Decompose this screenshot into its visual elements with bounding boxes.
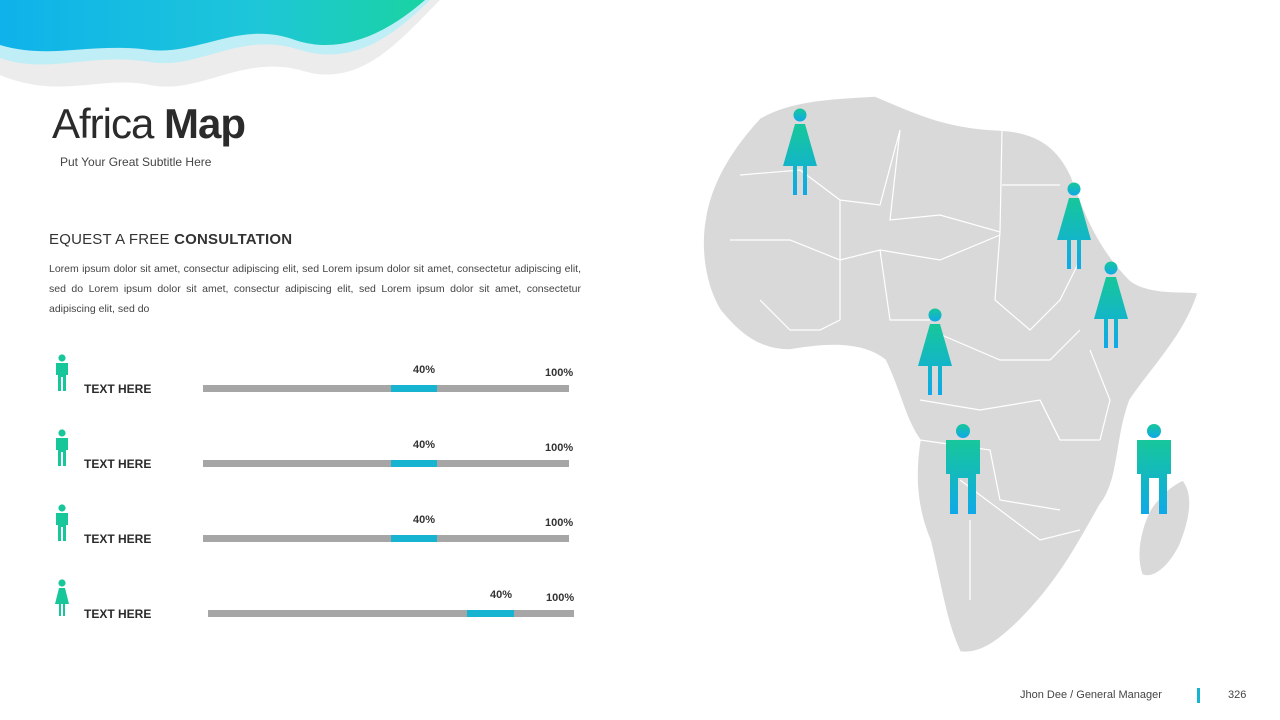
map-marker <box>946 424 980 514</box>
progress-max: 100% <box>545 517 574 529</box>
progress-fill <box>467 610 514 617</box>
africa-map <box>702 95 1199 654</box>
heading-light: EQUEST A FREE <box>49 231 170 248</box>
female-icon <box>55 579 69 616</box>
madagascar <box>1137 479 1191 577</box>
progress-value: 40% <box>413 514 436 526</box>
row-label: TEXT HERE <box>84 607 152 621</box>
section-heading: EQUEST A FREE CONSULTATION <box>49 231 292 248</box>
row-label: TEXT HERE <box>84 382 152 396</box>
map-marker <box>1137 424 1171 514</box>
male-icon <box>56 429 68 466</box>
heading-bold: CONSULTATION <box>174 231 293 248</box>
progress-max: 100% <box>546 592 575 604</box>
progress-fill <box>391 460 437 467</box>
title-light: Africa <box>52 100 154 147</box>
page-number: 326 <box>1228 689 1247 701</box>
progress-track <box>203 535 569 542</box>
title-bold: Map <box>164 100 246 147</box>
header-wave-decoration <box>0 0 440 87</box>
progress-track <box>203 385 569 392</box>
male-icon <box>56 504 68 541</box>
page-title: Africa Map <box>52 100 246 148</box>
row-label: TEXT HERE <box>84 532 152 546</box>
progress-fill <box>391 385 437 392</box>
map-marker <box>1057 182 1091 269</box>
progress-row: TEXT HERE 40% 100% <box>0 504 600 554</box>
progress-row: TEXT HERE 40% 100% <box>0 429 600 479</box>
body-paragraph: Lorem ipsum dolor sit amet, consectur ad… <box>49 263 581 315</box>
progress-row: TEXT HERE 40% 100% <box>0 354 600 404</box>
row-label: TEXT HERE <box>84 457 152 471</box>
progress-value: 40% <box>413 439 436 451</box>
map-marker <box>1094 261 1128 348</box>
male-icon <box>56 354 68 391</box>
map-marker <box>918 308 952 395</box>
progress-max: 100% <box>545 367 574 379</box>
progress-track <box>208 610 574 617</box>
footer-author: Jhon Dee / General Manager <box>1020 689 1162 701</box>
progress-track <box>203 460 569 467</box>
progress-max: 100% <box>545 442 574 454</box>
progress-fill <box>391 535 437 542</box>
map-marker <box>783 108 817 195</box>
page-subtitle: Put Your Great Subtitle Here <box>60 155 212 169</box>
progress-row: TEXT HERE 40% 100% <box>0 579 600 629</box>
africa-landmass <box>702 95 1199 654</box>
progress-value: 40% <box>490 589 513 601</box>
progress-value: 40% <box>413 364 436 376</box>
footer-divider <box>1197 688 1200 703</box>
